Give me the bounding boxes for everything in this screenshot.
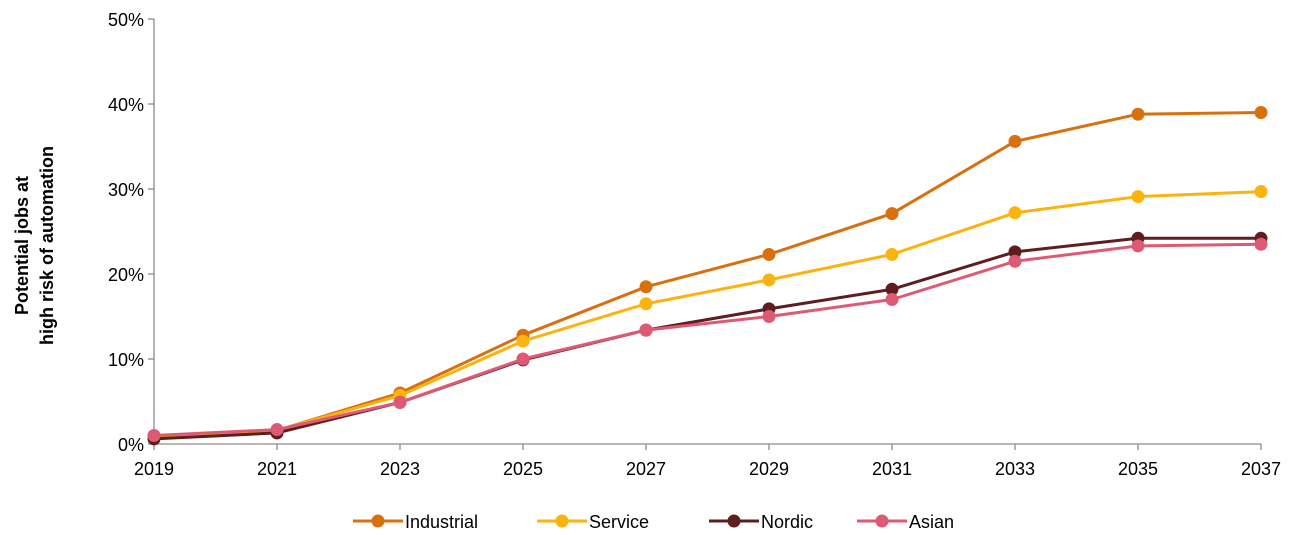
data-point bbox=[639, 280, 653, 294]
data-point bbox=[147, 429, 161, 442]
data-point bbox=[1008, 254, 1022, 268]
data-point bbox=[1254, 237, 1268, 251]
y-tick-label: 10% bbox=[108, 350, 144, 370]
y-axis-title-line: high risk of automation bbox=[37, 146, 57, 345]
x-tick-label: 2037 bbox=[1241, 459, 1281, 479]
legend-item-asian: Asian bbox=[857, 512, 954, 532]
legend-swatch-marker bbox=[727, 514, 741, 528]
data-point bbox=[1131, 239, 1145, 253]
x-axis: 2019 2021 2023 2025 2027 2029 2031 2033 2035 2037 bbox=[134, 443, 1281, 479]
x-tick-label: 2033 bbox=[995, 459, 1035, 479]
data-point bbox=[639, 323, 653, 337]
x-tick-label: 2023 bbox=[380, 459, 420, 479]
series-industrial bbox=[147, 106, 1268, 443]
x-tick-label: 2027 bbox=[626, 459, 666, 479]
series-nordic bbox=[147, 231, 1268, 446]
data-point bbox=[1131, 107, 1145, 121]
data-point bbox=[1008, 206, 1022, 220]
series-line bbox=[153, 111, 1262, 438]
data-point bbox=[885, 207, 899, 221]
x-tick-label: 2035 bbox=[1118, 459, 1158, 479]
data-point bbox=[1254, 106, 1268, 119]
data-point bbox=[270, 423, 284, 437]
data-point bbox=[885, 293, 899, 306]
x-tick-label: 2031 bbox=[872, 459, 912, 479]
data-point bbox=[516, 352, 530, 366]
y-tick-label: 0% bbox=[118, 435, 144, 455]
y-axis-title: Potential jobs at high risk of automation bbox=[12, 146, 57, 345]
legend-label: Asian bbox=[909, 512, 954, 532]
data-point bbox=[1008, 134, 1022, 148]
legend-label: Industrial bbox=[405, 512, 478, 532]
series-service bbox=[147, 185, 1268, 443]
series-asian bbox=[147, 237, 1268, 442]
x-tick-label: 2021 bbox=[257, 459, 297, 479]
y-tick-label: 20% bbox=[108, 265, 144, 285]
data-point bbox=[885, 247, 899, 261]
series-layer bbox=[147, 106, 1268, 446]
x-tick-label: 2029 bbox=[749, 459, 789, 479]
data-point bbox=[1008, 245, 1022, 259]
data-point bbox=[393, 395, 407, 409]
data-point bbox=[516, 334, 530, 348]
x-tick-label: 2019 bbox=[134, 459, 174, 479]
y-axis-title-line: Potential jobs at bbox=[12, 176, 32, 315]
series-line bbox=[153, 190, 1262, 438]
y-tick-label: 30% bbox=[108, 180, 144, 200]
y-axis: 0% 10% 20% 30% 40% 50% bbox=[108, 10, 155, 455]
data-point bbox=[639, 297, 653, 311]
y-tick-label: 50% bbox=[108, 10, 144, 30]
legend-item-industrial: Industrial bbox=[353, 512, 478, 532]
legend-swatch-marker bbox=[371, 514, 385, 528]
legend-swatch-marker bbox=[875, 514, 889, 528]
legend-item-nordic: Nordic bbox=[709, 512, 813, 532]
legend-label: Service bbox=[589, 512, 649, 532]
series-line bbox=[153, 242, 1262, 437]
legend-swatch-marker bbox=[555, 514, 569, 528]
data-point bbox=[885, 282, 899, 296]
data-point bbox=[762, 273, 776, 287]
series-line bbox=[153, 236, 1261, 441]
legend-label: Nordic bbox=[761, 512, 813, 532]
y-tick-label: 40% bbox=[108, 95, 144, 115]
data-point bbox=[1131, 190, 1145, 204]
data-point bbox=[762, 247, 776, 261]
data-point bbox=[1254, 185, 1268, 199]
legend: Industrial Service Nordic Asian bbox=[353, 512, 954, 532]
data-point bbox=[762, 310, 776, 323]
legend-item-service: Service bbox=[537, 512, 649, 532]
x-tick-label: 2025 bbox=[503, 459, 543, 479]
